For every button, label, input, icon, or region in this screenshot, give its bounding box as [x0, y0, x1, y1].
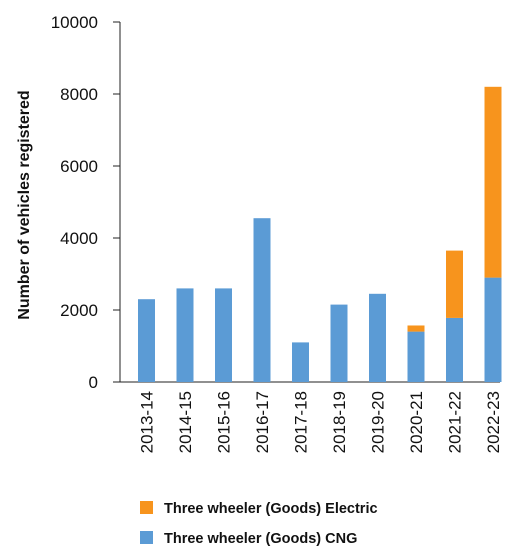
x-tick-label: 2022-23 [484, 391, 503, 453]
legend-label-cng: Three wheeler (Goods) CNG [164, 531, 357, 547]
tick-labels: 0 2000 4000 6000 8000 10000 2013-14 2014-15 2015… [51, 13, 503, 453]
y-tick-label: 4000 [60, 229, 98, 248]
y-tick-label: 6000 [60, 157, 98, 176]
legend-label-electric: Three wheeler (Goods) Electric [164, 501, 378, 517]
bar-electric-2022-23 [484, 86, 502, 278]
x-tick-label: 2021-22 [446, 391, 465, 453]
bar-cng-2022-23 [484, 277, 502, 382]
x-tick-label: 2016-17 [253, 391, 272, 453]
x-tick-label: 2020-21 [407, 391, 426, 453]
x-tick-label: 2015-16 [215, 391, 234, 453]
x-tick-label: 2019-20 [369, 391, 388, 453]
x-tick-label: 2013-14 [138, 391, 157, 453]
y-tick-label: 8000 [60, 85, 98, 104]
x-tick-label: 2018-19 [330, 391, 349, 453]
axes [113, 21, 500, 383]
bar-electric-2021-22 [446, 250, 463, 318]
x-tick-label: 2017-18 [292, 391, 311, 453]
bar-cng-2013-14 [138, 299, 155, 382]
legend: Three wheeler (Goods) Electric Three whee… [140, 501, 378, 547]
legend-swatch-electric [140, 501, 153, 514]
bar-cng-2021-22 [446, 317, 463, 382]
bar-cng-2014-15 [176, 288, 194, 382]
bar-electric-2020-21 [407, 325, 425, 332]
y-tick-label: 2000 [60, 301, 98, 320]
bar-cng-2020-21 [407, 331, 425, 382]
bar-cng-2017-18 [292, 342, 309, 382]
legend-swatch-cng [140, 531, 153, 544]
y-axis-title: Number of vehicles registered [16, 90, 33, 319]
bar-cng-2015-16 [215, 288, 232, 382]
bar-cng-2019-20 [369, 293, 386, 382]
bars [138, 86, 502, 382]
y-tick-label: 0 [89, 373, 98, 392]
x-tick-label: 2014-15 [176, 391, 195, 453]
y-tick-label: 10000 [51, 13, 98, 32]
bar-cng-2018-19 [330, 304, 348, 382]
bar-cng-2016-17 [253, 218, 271, 382]
